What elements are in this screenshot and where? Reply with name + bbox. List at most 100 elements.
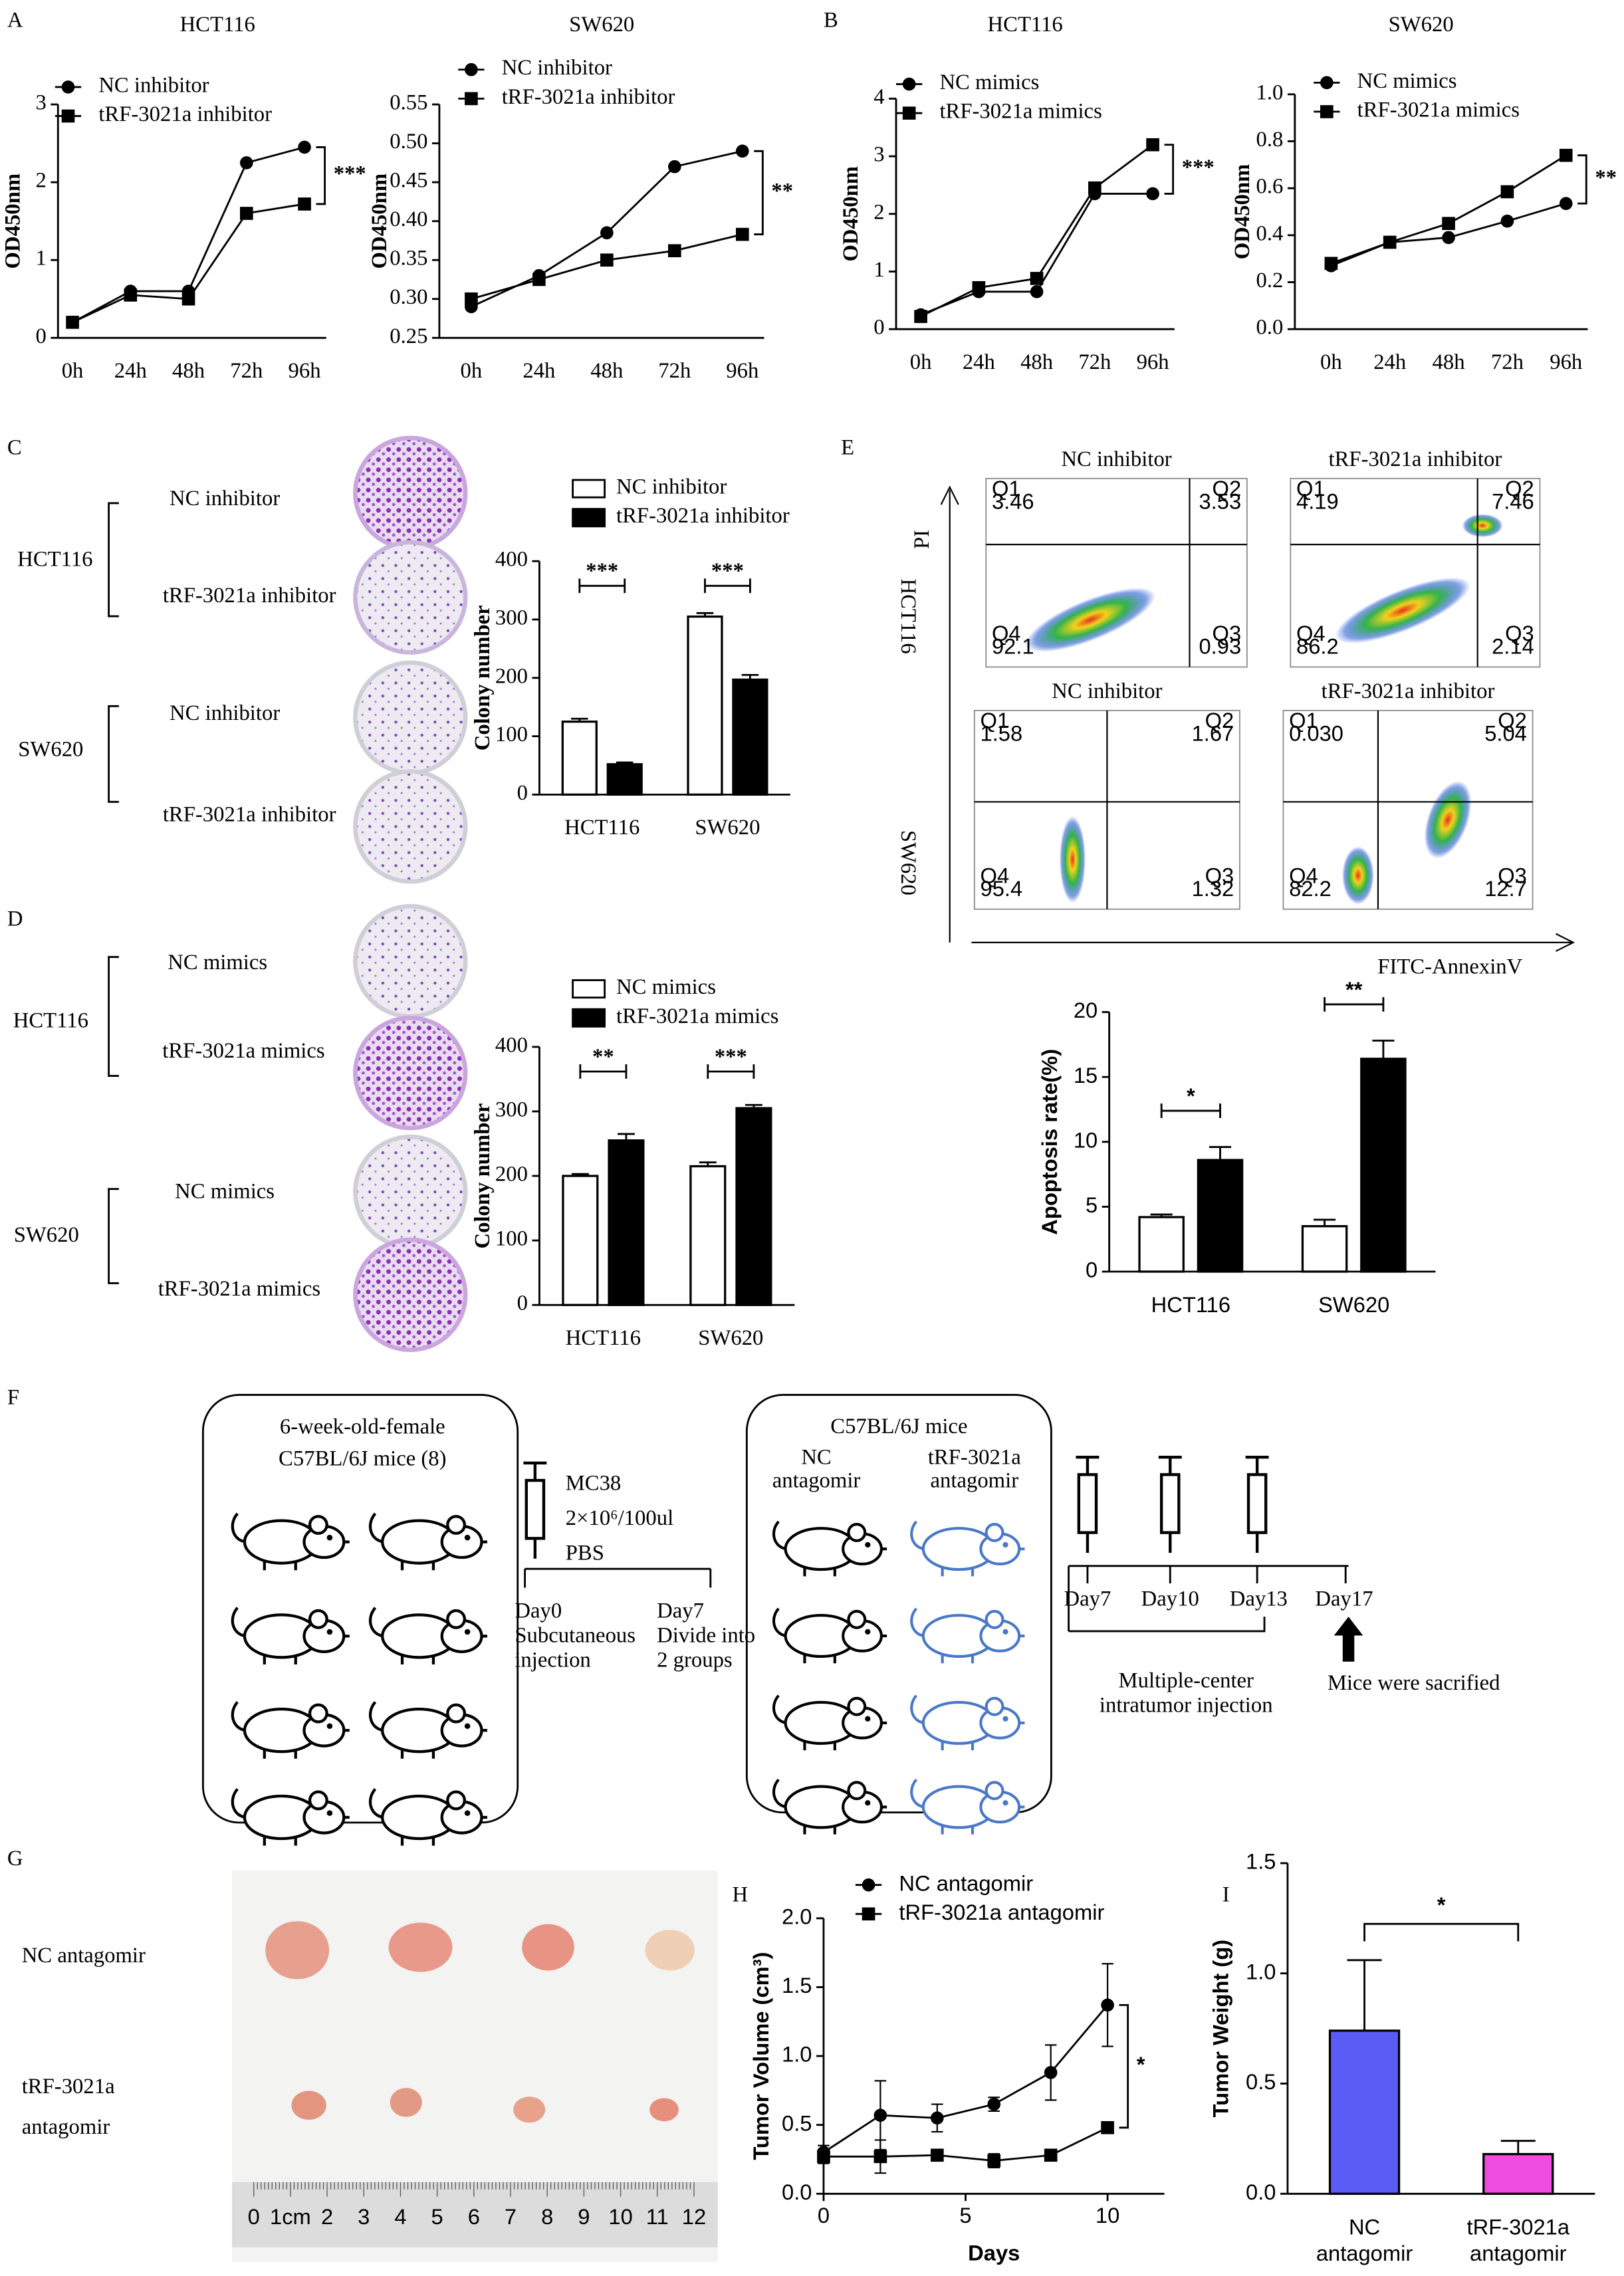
ruler-label: 1cm <box>270 2204 311 2229</box>
legend-marker <box>902 106 916 120</box>
flow-row-label: HCT116 <box>896 578 920 653</box>
x-tick-label: 0h <box>1320 350 1342 374</box>
mouse-icon <box>370 1608 487 1664</box>
ruler-label: 6 <box>468 2204 480 2229</box>
panel-letter: C <box>7 436 22 460</box>
panel-letter: G <box>7 1847 23 1871</box>
x-tick-label: 24h <box>963 350 995 374</box>
flow-axes: PI HCT116 SW620 FITC-AnnexinV <box>896 485 1575 979</box>
significance-bracket <box>316 146 326 205</box>
y-tick-label: 0.0 <box>1256 316 1284 340</box>
x-tick-label: 48h <box>1020 350 1053 374</box>
marker <box>124 288 138 302</box>
syringe-icon <box>1159 1457 1182 1553</box>
marker <box>1146 187 1159 201</box>
quadrant-name: Q4 <box>1289 863 1318 887</box>
quadrant-name: Q1 <box>981 708 1010 733</box>
y-axis-label: Colony number <box>471 605 495 750</box>
quadrant-percent: 0.030 <box>1289 721 1343 746</box>
dish <box>353 1016 468 1131</box>
mouse-icon <box>774 1522 887 1576</box>
legend-label: NC inhibitor <box>98 73 209 97</box>
mouse-icon <box>233 1789 350 1845</box>
x-axis-label: Days <box>968 2241 1020 2265</box>
legend-label: tRF-3021a mimics <box>1357 98 1520 122</box>
y-tick-label: 400 <box>495 1033 528 1057</box>
mouse-icon <box>370 1789 487 1845</box>
y-tick-label: 1 <box>35 247 46 271</box>
y-axis-label: OD450nm <box>368 173 392 269</box>
timeline-label: Day0 Subcutaneous injection <box>515 1599 636 1672</box>
legend-label: NC mimics <box>1357 69 1457 93</box>
legend-label: tRF-3021a mimics <box>939 100 1102 124</box>
marker <box>600 253 614 267</box>
bar <box>1197 1159 1244 1273</box>
bar <box>1138 1216 1185 1273</box>
quadrant-name: Q3 <box>1505 621 1534 645</box>
significance-label: ** <box>1345 977 1363 1002</box>
row-label: SW620 <box>18 737 83 761</box>
dish-label: NC mimics <box>168 951 267 974</box>
end-label: Mice were sacrified <box>1328 1671 1500 1695</box>
y-axis-label: OD450nm <box>1 173 25 269</box>
legend-swatch <box>572 1008 606 1028</box>
x-tick-label: 24h <box>522 359 555 383</box>
day-label: Day17 <box>1315 1587 1373 1611</box>
y-tick-label: 0 <box>873 316 884 340</box>
quadrant-percent: 1.67 <box>1192 721 1234 746</box>
legend-marker <box>1320 76 1334 90</box>
arrow-icon <box>1334 1617 1363 1662</box>
significance-label: *** <box>586 559 618 583</box>
density-blob <box>1335 577 1470 644</box>
y-tick-label: 0 <box>517 1292 528 1315</box>
dish-label: tRF-3021a inhibitor <box>163 584 336 608</box>
significance-label: ** <box>592 1045 614 1069</box>
x-tick-label: 48h <box>1433 350 1465 374</box>
quadrant-percent: 1.58 <box>981 721 1023 746</box>
bar <box>689 1165 727 1306</box>
y-tick-label: 0.6 <box>1256 175 1284 199</box>
y-axis-label: OD450nm <box>839 166 863 262</box>
marker <box>1559 197 1573 210</box>
significance-bracket <box>1119 2003 1129 2129</box>
flow-plot-title: NC inhibitor <box>1052 679 1162 703</box>
marker <box>1324 257 1338 271</box>
y-tick-label: 0.30 <box>390 285 427 309</box>
y-tick-label: 2 <box>35 169 46 193</box>
legend-label: tRF-3021a inhibitor <box>502 85 675 109</box>
tumor <box>291 2091 326 2120</box>
flow-plot-title: tRF-3021a inhibitor <box>1329 447 1502 471</box>
dish-label: NC inhibitor <box>170 487 280 511</box>
y-tick-label: 4 <box>873 85 884 109</box>
legend-label: tRF-3021a antagomir <box>899 1900 1104 1924</box>
x-tick-label: 96h <box>726 359 758 383</box>
quadrant-percent: 12.7 <box>1484 876 1527 901</box>
quadrant-name: Q1 <box>992 476 1021 501</box>
marker <box>532 273 546 286</box>
panel-letter: I <box>1222 1883 1230 1907</box>
tumor <box>649 2098 679 2122</box>
ruler-label: 12 <box>682 2204 706 2229</box>
timeline <box>524 1567 712 1588</box>
y-tick-label: 0.8 <box>1256 128 1284 152</box>
panel-letter: D <box>7 907 23 931</box>
text-line: tRF-3021a <box>22 2075 115 2099</box>
significance-label: *** <box>715 1045 747 1069</box>
y-tick-label: 0.5 <box>1246 2069 1276 2094</box>
chart-title: SW620 <box>569 13 634 37</box>
y-tick-label: 0.45 <box>390 169 427 193</box>
text-line: 6-week-old-female <box>280 1415 445 1438</box>
text-line: NC <box>801 1445 831 1469</box>
x-tick-label: 96h <box>1137 350 1169 374</box>
error-bar <box>1500 2140 1536 2168</box>
quadrant-percent: 86.2 <box>1296 634 1339 659</box>
text-line: antagomir <box>1316 2241 1413 2265</box>
legend-label: NC mimics <box>939 70 1039 94</box>
legend-label: NC mimics <box>616 975 716 999</box>
mouse-icon <box>233 1702 350 1758</box>
mouse-icon <box>774 1779 887 1834</box>
x-tick-label: 48h <box>590 359 623 383</box>
x-tick-label: SW620 <box>698 1326 763 1350</box>
density-blob <box>1462 514 1503 538</box>
marker <box>1442 217 1455 230</box>
